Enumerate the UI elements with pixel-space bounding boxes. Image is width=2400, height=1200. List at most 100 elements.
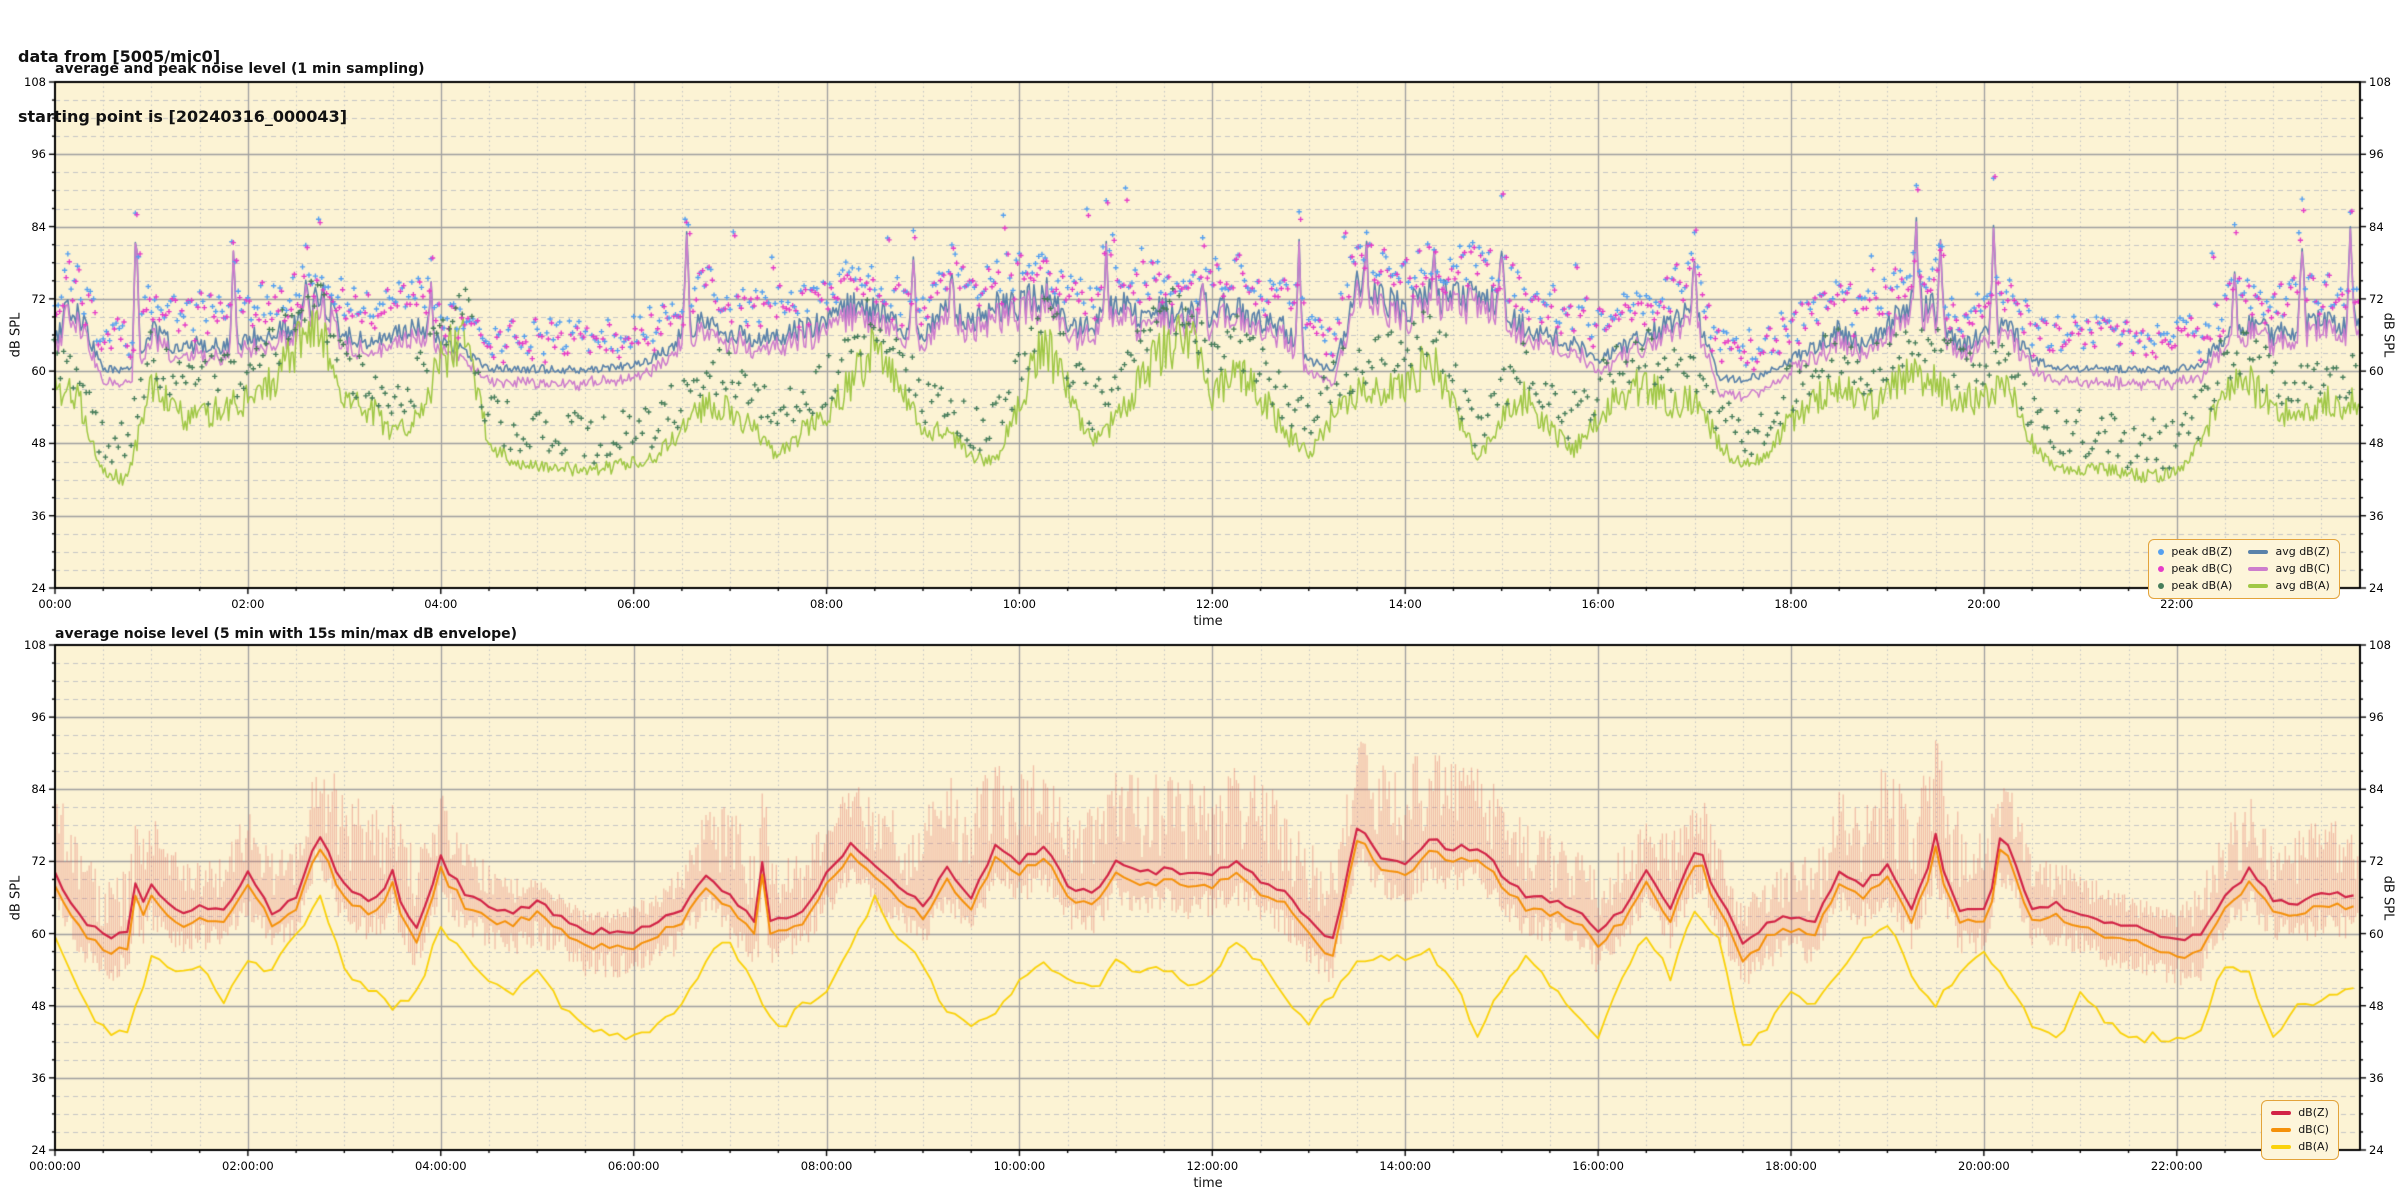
chart1-x-tick-label: 22:00 [2160,597,2194,611]
chart2-y-tick-label-left: 60 [31,926,46,941]
chart2-x-tick-label: 18:00:00 [1765,1159,1817,1173]
chart2-y-tick-label-right: 84 [2369,782,2384,797]
chart1-y-tick-label-left: 72 [31,291,46,306]
chart1-y-tick-label-left: 84 [31,219,46,234]
chart1-x-tick-label: 00:00 [38,597,72,611]
chart1-y-tick-label-left: 36 [31,508,46,523]
chart2-y-tick-label-right: 36 [2369,1070,2384,1085]
legend-entry-label: peak dB(Z) [2171,545,2233,558]
chart1-y-tick-label-right: 36 [2369,508,2384,523]
chart1-y-tick-label-right: 48 [2369,436,2384,451]
legend-entry: dB(C) [2271,1123,2329,1137]
chart2-yaxis-label-left: dB SPL [8,875,24,921]
legend-column: avg dB(Z) avg dB(C) avg dB(A) [2248,545,2330,593]
chart2-y-tick-label-left: 36 [31,1070,46,1085]
chart2-x-tick-label: 10:00:00 [993,1159,1046,1173]
chart1-xaxis-label: time [1193,614,1223,629]
chart2-y-tick-label-left: 108 [24,638,46,652]
chart1-y-tick-label-left: 108 [24,75,46,89]
legend-entry: avg dB(A) [2248,579,2330,593]
chart1-title: average and peak noise level (1 min samp… [55,61,425,77]
legend-entry: avg dB(Z) [2248,545,2330,559]
chart2-x-tick-label: 12:00:00 [1186,1159,1239,1173]
legend-entry-label: dB(Z) [2298,1106,2329,1119]
avg-db-c--line-icon [2248,567,2269,571]
chart2-y-tick-label-left: 48 [31,998,46,1013]
legend-entry-label: dB(A) [2298,1140,2329,1153]
chart1-legend: peak dB(Z) peak dB(C) peak dB(A) avg dB(Z) a… [2148,539,2340,599]
chart1-x-tick-label: 06:00 [617,597,651,611]
chart1-y-tick-label-right: 72 [2369,291,2384,306]
legend-entry: peak dB(Z) [2158,545,2232,559]
avg-db-a--line-icon [2248,584,2269,588]
chart2-x-tick-label: 04:00:00 [414,1159,467,1173]
db-a--line-icon [2271,1145,2292,1149]
legend-entry: peak dB(C) [2158,562,2232,576]
chart1-y-tick-label-right: 24 [2369,581,2384,595]
chart1-y-tick-label-left: 24 [31,581,46,595]
chart2-y-tick-label-right: 72 [2369,854,2384,869]
chart2-y-tick-label-left: 72 [31,854,46,869]
legend-entry: dB(Z) [2271,1106,2329,1120]
peak-db-z--marker-icon [2158,549,2165,555]
chart2-y-tick-label-right: 60 [2369,926,2384,941]
legend-entry-label: dB(C) [2298,1123,2329,1136]
chart2-x-tick-label: 16:00:00 [1572,1159,1624,1173]
chart1-x-tick-label: 16:00 [1581,597,1615,611]
chart1-yaxis-label-left: dB SPL [8,312,24,358]
chart1-x-tick-label: 10:00 [1002,597,1036,611]
chart1-x-tick-label: 12:00 [1195,597,1229,611]
chart2-x-tick-label: 06:00:00 [607,1159,660,1173]
chart2-yaxis-label-right: dB SPL [2380,875,2396,921]
chart2-x-tick-label: 00:00:00 [29,1159,81,1173]
chart1-y-tick-label-right: 84 [2369,219,2384,234]
legend-entry: avg dB(C) [2248,562,2330,576]
chart1-x-tick-label: 04:00 [424,597,458,611]
chart1-y-tick-label-left: 96 [31,147,46,162]
chart1-x-tick-label: 08:00 [809,597,844,611]
chart2-x-tick-label: 08:00:00 [800,1159,853,1173]
peak-db-c--marker-icon [2158,566,2165,572]
avg-db-z--line-icon [2248,550,2269,554]
chart2-y-tick-label-left: 96 [31,710,46,725]
chart1-x-tick-label: 18:00 [1774,597,1808,611]
header: data from [5005/mic0] starting point is … [18,7,347,167]
chart1-yaxis-label-right: dB SPL [2380,312,2396,358]
chart1-x-tick-label: 20:00 [1967,597,2001,611]
header-line-2: starting point is [20240316_000043] [18,107,348,126]
chart2-legend: dB(Z) dB(C) dB(A) [2261,1100,2339,1160]
chart2-x-tick-label: 02:00:00 [222,1159,274,1173]
chart1-y-tick-label-left: 60 [31,364,46,379]
chart1-y-tick-label-right: 60 [2369,364,2384,379]
chart1-y-tick-label-right: 108 [2369,75,2391,89]
chart1-x-tick-label: 14:00 [1388,597,1422,611]
legend-entry: peak dB(A) [2158,579,2232,593]
legend-entry-label: avg dB(A) [2275,579,2330,592]
chart2-y-tick-label-right: 108 [2369,638,2391,652]
legend-entry-label: peak dB(C) [2171,562,2233,575]
chart2-y-tick-label-right: 48 [2369,998,2384,1013]
chart2-y-tick-label-left: 84 [31,782,46,797]
legend-column: dB(Z) dB(C) dB(A) [2271,1106,2329,1154]
legend-entry-label: avg dB(Z) [2275,545,2330,558]
chart1-x-tick-label: 02:00 [231,597,265,611]
legend-entry-label: peak dB(A) [2171,579,2233,592]
legend-entry-label: avg dB(C) [2275,562,2330,575]
db-z--line-icon [2271,1111,2292,1115]
legend-column: peak dB(Z) peak dB(C) peak dB(A) [2158,545,2232,593]
chart2-y-tick-label-left: 24 [31,1143,46,1157]
chart2-title: average noise level (5 min with 15s min/… [55,626,518,642]
chart2-xaxis-label: time [1193,1176,1223,1191]
chart2-y-tick-label-right: 96 [2369,710,2384,725]
chart1-y-tick-label-left: 48 [31,436,46,451]
header-line-1: data from [5005/mic0] [18,47,221,66]
chart2-x-tick-label: 14:00:00 [1379,1159,1432,1173]
chart2-y-tick-label-right: 24 [2369,1143,2384,1157]
chart1-y-tick-label-right: 96 [2369,147,2384,162]
peak-db-a--marker-icon [2158,583,2165,589]
legend-entry: dB(A) [2271,1140,2329,1154]
chart2-x-tick-label: 22:00:00 [2150,1159,2203,1173]
db-c--line-icon [2271,1128,2292,1132]
